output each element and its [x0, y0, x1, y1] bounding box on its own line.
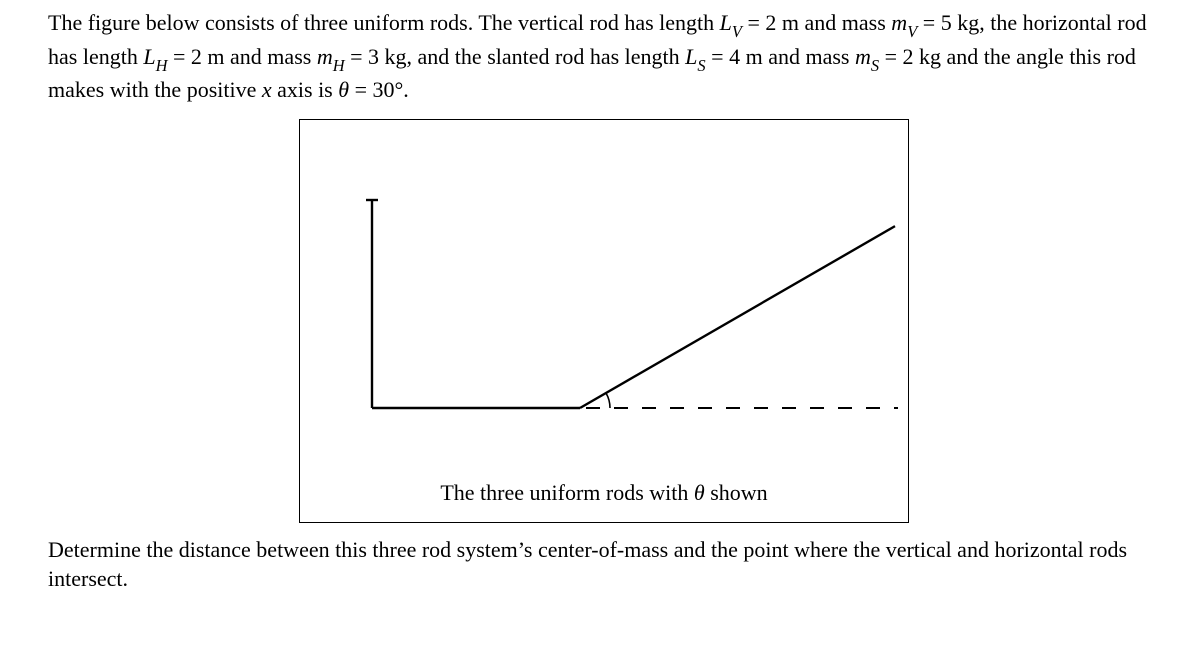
eq: =	[345, 44, 368, 69]
mv-val: 5 kg	[941, 10, 980, 35]
Lv-symbol: L	[720, 10, 732, 35]
eq: =	[879, 44, 902, 69]
Lh-symbol: L	[143, 44, 155, 69]
rods-diagram	[300, 120, 908, 470]
ms-sub: S	[871, 56, 879, 75]
text: The figure below consists of three unifo…	[48, 10, 720, 35]
theta-val: 30°	[372, 77, 403, 102]
Ls-symbol: L	[685, 44, 697, 69]
mh-val: 3 kg	[368, 44, 407, 69]
mv-symbol: m	[891, 10, 907, 35]
question-text: Determine the distance between this thre…	[48, 537, 1127, 592]
mh-symbol: m	[317, 44, 333, 69]
mv-sub: V	[907, 22, 917, 41]
figure-frame: The three uniform rods with θ shown	[299, 119, 909, 523]
period: .	[403, 77, 409, 102]
x-sym: x	[262, 77, 272, 102]
eq: =	[742, 10, 765, 35]
eq: =	[706, 44, 729, 69]
text: and mass	[225, 44, 317, 69]
Lv-val: 2 m	[765, 10, 799, 35]
Lh-sub: H	[156, 56, 168, 75]
text: and mass	[763, 44, 855, 69]
Ls-sub: S	[697, 56, 705, 75]
caption-post: shown	[705, 480, 768, 505]
text: and mass	[799, 10, 891, 35]
figure-caption: The three uniform rods with θ shown	[300, 470, 908, 522]
text: , and the slanted rod has length	[407, 44, 686, 69]
eq: =	[917, 10, 940, 35]
Lh-val: 2 m	[191, 44, 225, 69]
Lv-sub: V	[732, 22, 742, 41]
ms-val: 2 kg	[903, 44, 942, 69]
eq: =	[349, 77, 372, 102]
problem-statement: The figure below consists of three unifo…	[48, 8, 1160, 105]
caption-theta: θ	[694, 480, 705, 505]
question: Determine the distance between this thre…	[48, 535, 1160, 594]
text: axis is	[272, 77, 339, 102]
ms-symbol: m	[855, 44, 871, 69]
figure-canvas	[300, 120, 908, 470]
eq: =	[168, 44, 191, 69]
theta-sym: θ	[338, 77, 349, 102]
caption-pre: The three uniform rods with	[440, 480, 694, 505]
Ls-val: 4 m	[729, 44, 763, 69]
mh-sub: H	[333, 56, 345, 75]
